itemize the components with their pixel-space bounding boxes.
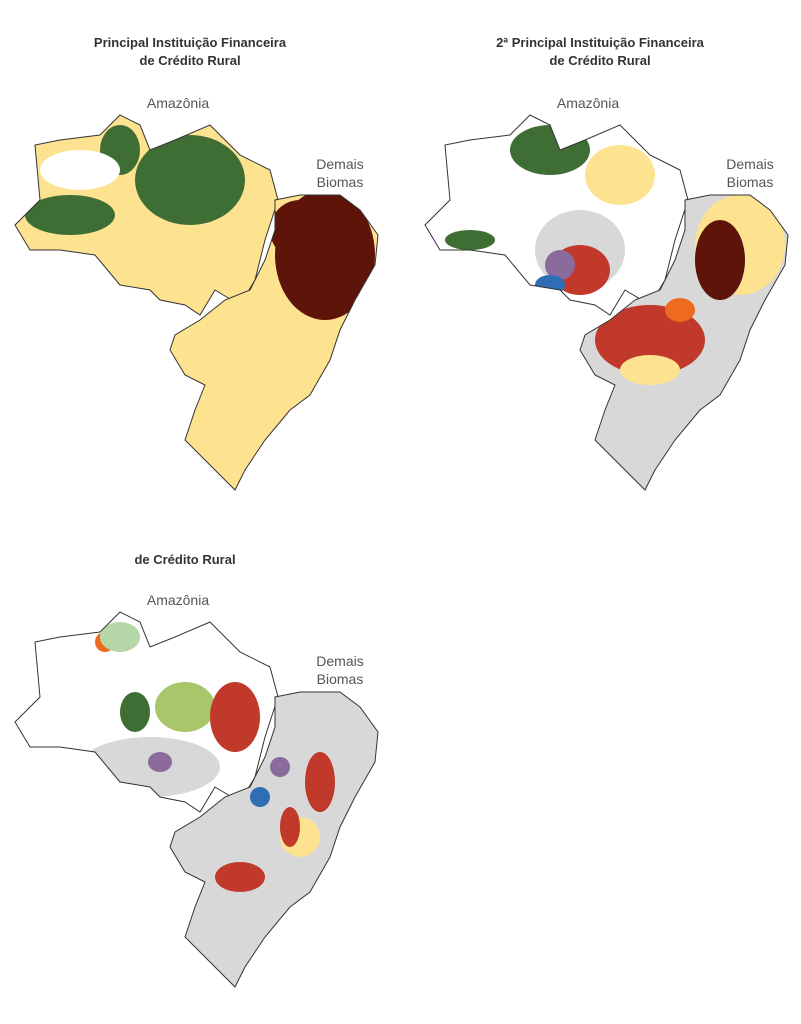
region-outline	[169, 691, 379, 988]
panel-title: de Crédito Rural	[549, 53, 650, 68]
municipality-cluster	[665, 298, 695, 322]
municipality-cluster	[270, 757, 290, 777]
municipality-cluster	[695, 220, 745, 300]
region-label: Biomas	[727, 174, 774, 190]
region-fill	[595, 195, 785, 385]
panel-title: Principal Instituição Financeira	[94, 35, 287, 50]
region-label: Biomas	[317, 671, 364, 687]
region-label: Demais	[316, 653, 363, 669]
municipality-cluster	[445, 230, 495, 250]
panel-title: 2ª Principal Instituição Financeira	[496, 35, 705, 50]
region-label: Amazônia	[147, 592, 209, 608]
municipality-cluster	[120, 692, 150, 732]
municipality-cluster	[545, 250, 575, 280]
municipality-cluster	[305, 752, 335, 812]
region-fill	[25, 125, 245, 235]
region-label: Demais	[726, 156, 773, 172]
municipality-cluster	[210, 682, 260, 752]
region-outline	[579, 194, 789, 491]
panel-title: de Crédito Rural	[134, 552, 235, 567]
municipality-cluster	[535, 275, 565, 295]
municipality-cluster	[585, 145, 655, 205]
municipality-cluster	[595, 305, 705, 375]
map-panel: Amazônia Demais Biomas	[14, 95, 379, 491]
municipality-cluster	[270, 200, 330, 260]
municipality-cluster	[620, 355, 680, 385]
municipality-cluster	[250, 787, 270, 807]
municipality-cluster	[40, 150, 120, 190]
region-label: Demais	[316, 156, 363, 172]
municipality-cluster	[215, 862, 265, 892]
panel-title: de Crédito Rural	[139, 53, 240, 68]
region-label: Biomas	[317, 174, 364, 190]
map-panel: Amazônia Demais Biomas	[424, 95, 789, 491]
region-outline	[169, 194, 379, 491]
map-panel: Amazônia Demais Biomas	[14, 592, 379, 988]
region-fill	[215, 752, 335, 892]
region-fill	[270, 195, 375, 320]
municipality-cluster	[148, 752, 172, 772]
municipality-cluster	[155, 682, 215, 732]
region-label: Amazônia	[147, 95, 209, 111]
municipality-cluster	[135, 135, 245, 225]
municipality-cluster	[280, 807, 300, 847]
region-label: Amazônia	[557, 95, 619, 111]
municipality-cluster	[510, 125, 590, 175]
municipality-cluster	[25, 195, 115, 235]
municipality-cluster	[100, 622, 140, 652]
